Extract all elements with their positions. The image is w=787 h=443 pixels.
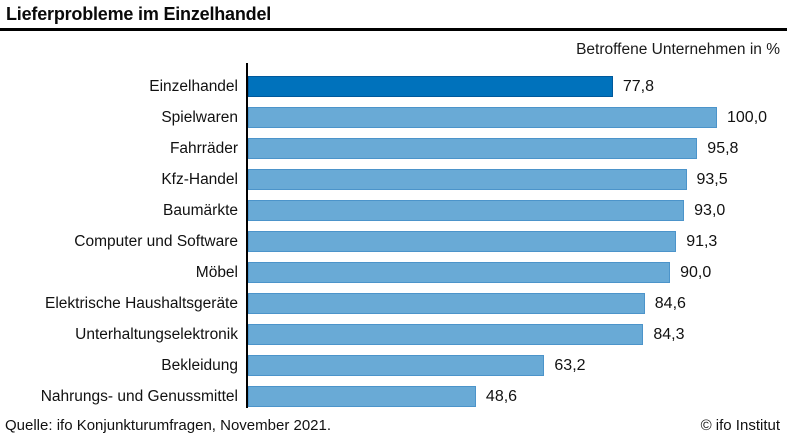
bar-value-label: 84,3: [653, 325, 685, 343]
bar-track: 93,0: [248, 200, 787, 221]
category-label: Nahrungs- und Genussmittel: [40, 387, 238, 405]
bar-track: 84,3: [248, 324, 787, 345]
bar-track: 91,3: [248, 231, 787, 252]
bar: [248, 324, 644, 345]
chart-row: Elektrische Haushaltsgeräte 84,6: [0, 288, 787, 319]
category-label: Baumärkte: [163, 201, 238, 219]
chart-row: Einzelhandel 77,8: [0, 71, 787, 102]
bar-track: 95,8: [248, 138, 787, 159]
bar-highlight: [248, 76, 613, 97]
chart-title: Lieferprobleme im Einzelhandel: [6, 4, 272, 24]
category-label: Spielwaren: [161, 108, 238, 126]
bar-track: 90,0: [248, 262, 787, 283]
chart-row: Fahrräder 95,8: [0, 133, 787, 164]
category-label: Bekleidung: [161, 356, 238, 374]
bar: [248, 107, 717, 128]
bar-track: 84,6: [248, 293, 787, 314]
bar-value-label: 77,8: [622, 77, 655, 95]
bar-value-label: 100,0: [727, 108, 768, 126]
chart-row: Bekleidung 63,2: [0, 350, 787, 381]
chart-subtitle: Betroffene Unternehmen in %: [576, 41, 780, 58]
copyright-note: © ifo Institut: [700, 417, 780, 434]
bar-value-label: 91,3: [686, 232, 718, 250]
bar-chart: Einzelhandel 77,8 Spielwaren 100,0 Fahrräder…: [0, 71, 787, 407]
y-axis-line: [246, 63, 248, 408]
category-label: Fahrräder: [169, 139, 238, 157]
chart-row: Möbel 90,0: [0, 257, 787, 288]
bar-value-label: 90,0: [680, 263, 712, 281]
bar: [248, 138, 698, 159]
bar: [248, 355, 545, 376]
bar: [248, 169, 687, 190]
bar: [248, 262, 671, 283]
category-label: Einzelhandel: [149, 77, 238, 95]
bar-value-label: 95,8: [707, 139, 739, 157]
category-label: Computer und Software: [74, 232, 238, 250]
category-label: Elektrische Haushaltsgeräte: [45, 294, 238, 312]
chart-row: Spielwaren 100,0: [0, 102, 787, 133]
bar-track: 93,5: [248, 169, 787, 190]
category-label: Möbel: [195, 263, 238, 281]
category-label: Unterhaltungselektronik: [75, 325, 238, 343]
title-rule: [0, 28, 787, 31]
bar: [248, 231, 677, 252]
bar-track: 100,0: [248, 107, 787, 128]
bar-track: 48,6: [248, 386, 787, 407]
chart-row: Kfz-Handel 93,5: [0, 164, 787, 195]
bar-value-label: 93,5: [696, 170, 728, 188]
chart-row: Baumärkte 93,0: [0, 195, 787, 226]
bar-value-label: 84,6: [654, 294, 686, 312]
bar-track: 77,8: [248, 76, 787, 97]
bar-track: 63,2: [248, 355, 787, 376]
chart-row: Nahrungs- und Genussmittel 48,6: [0, 381, 787, 412]
bar: [248, 200, 685, 221]
chart-row: Unterhaltungselektronik 84,3: [0, 319, 787, 350]
bar-value-label: 93,0: [694, 201, 726, 219]
chart-row: Computer und Software 91,3: [0, 226, 787, 257]
bar-value-label: 48,6: [485, 387, 518, 405]
category-label: Kfz-Handel: [161, 170, 238, 188]
source-note: Quelle: ifo Konjunkturumfragen, November…: [5, 417, 332, 434]
bar-value-label: 63,2: [554, 356, 586, 374]
bar: [248, 293, 645, 314]
bar: [248, 386, 476, 407]
